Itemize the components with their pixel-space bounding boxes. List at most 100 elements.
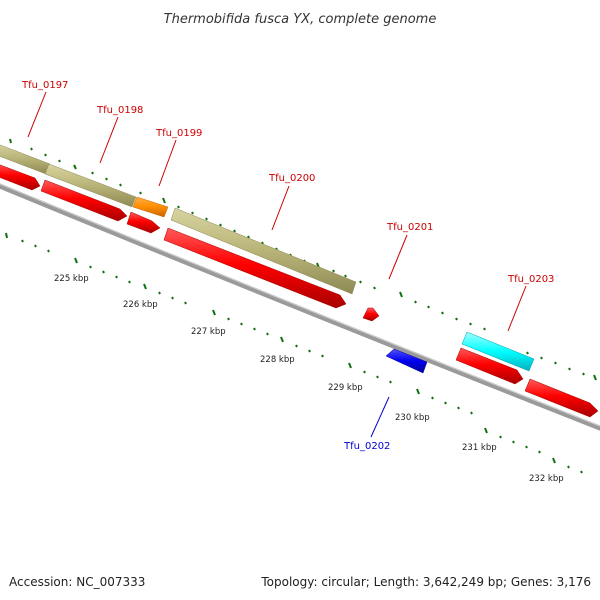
tick	[162, 197, 166, 204]
kbp-label-228: 228 kbp	[260, 355, 295, 365]
tick	[455, 317, 458, 321]
gene-track	[0, 144, 535, 372]
cds-track	[0, 163, 599, 418]
tick	[171, 296, 174, 300]
cds-tfu-0198[interactable]	[40, 179, 128, 222]
cds-tfu-0200[interactable]	[163, 227, 347, 309]
tick	[219, 223, 222, 227]
tick	[373, 286, 376, 290]
kbp-label-226: 226 kbp	[123, 300, 158, 310]
gene-tfu-0200[interactable]	[170, 207, 357, 295]
tick	[321, 354, 324, 358]
tick	[552, 457, 556, 464]
tick	[205, 217, 208, 221]
tick	[128, 280, 131, 284]
tick	[580, 470, 583, 474]
tick	[399, 291, 403, 298]
tick	[416, 388, 420, 395]
gene-label-tfu-0202[interactable]: Tfu_0202	[343, 441, 390, 452]
map-title: Thermobifida fusca YX, complete genome	[164, 12, 437, 27]
tick	[227, 317, 230, 321]
tick	[484, 427, 488, 434]
kbp-label-230: 230 kbp	[395, 413, 430, 423]
cds-tfu-0203[interactable]	[455, 347, 524, 385]
tick	[102, 270, 105, 274]
tick	[376, 375, 379, 379]
kbp-label-231: 231 kbp	[462, 443, 497, 453]
tick	[308, 349, 311, 353]
tick	[240, 322, 243, 326]
tick	[158, 291, 161, 295]
tick	[389, 380, 392, 384]
gene-labels: Tfu_0197 Tfu_0198 Tfu_0199 Tfu_0200 Tfu_…	[21, 80, 554, 452]
leader-line-tfu-0201	[388, 234, 408, 280]
tick	[266, 332, 269, 336]
gene-label-tfu-0200[interactable]: Tfu_0200	[268, 173, 315, 184]
tick	[414, 300, 417, 304]
cds-tfu-0197[interactable]	[0, 163, 41, 191]
tick	[184, 301, 187, 305]
tick	[568, 367, 571, 371]
gene-label-tfu-0203[interactable]: Tfu_0203	[507, 274, 554, 285]
tick	[91, 171, 94, 175]
tick	[233, 229, 236, 233]
tick	[74, 257, 78, 264]
tick	[457, 406, 460, 410]
kbp-label-232: 232 kbp	[529, 474, 564, 484]
cds-tfu-0199[interactable]	[126, 211, 161, 234]
tick	[44, 153, 47, 157]
cds-tfu-0201[interactable]	[362, 307, 380, 322]
kbp-label-225: 225 kbp	[54, 274, 89, 284]
genome-backbone-highlight	[0, 183, 600, 427]
tick	[483, 327, 486, 331]
gene-tfu-0199[interactable]	[132, 196, 169, 218]
gene-label-tfu-0197[interactable]: Tfu_0197	[21, 80, 68, 91]
tick	[540, 356, 543, 360]
kbp-label-229: 229 kbp	[328, 383, 363, 393]
leader-line-tfu-0197	[27, 91, 47, 138]
tick	[363, 370, 366, 374]
tick	[499, 435, 502, 439]
tick	[567, 465, 570, 469]
tick	[9, 138, 12, 144]
leader-line-tfu-0199	[158, 139, 177, 187]
tick	[512, 440, 515, 444]
gene-label-tfu-0198[interactable]: Tfu_0198	[96, 105, 143, 116]
tick	[177, 205, 180, 209]
accession-text: Accession: NC_007333	[9, 575, 145, 589]
tick	[30, 147, 33, 151]
gene-tfu-0198[interactable]	[44, 163, 137, 208]
tick	[525, 445, 528, 449]
kbp-label-227: 227 kbp	[191, 327, 226, 337]
gene-label-tfu-0199[interactable]: Tfu_0199	[155, 128, 202, 139]
tick	[115, 275, 118, 279]
tick	[191, 211, 194, 215]
tick	[526, 351, 529, 355]
cds-next[interactable]	[524, 378, 599, 418]
tick	[332, 269, 335, 273]
gene-tfu-0202[interactable]	[385, 348, 428, 374]
tick	[105, 177, 108, 181]
leader-line-tfu-0203	[507, 285, 527, 332]
tick	[593, 374, 597, 381]
tick	[359, 280, 362, 284]
tick	[444, 401, 447, 405]
tick	[470, 411, 473, 415]
tick	[427, 305, 430, 309]
tick	[34, 244, 37, 248]
tick	[47, 249, 50, 253]
leader-line-tfu-0202	[370, 396, 390, 438]
tick	[280, 336, 284, 343]
gene-tfu-0203[interactable]	[461, 331, 535, 372]
tick	[21, 239, 24, 243]
tick	[348, 362, 352, 369]
inner-tick-ring	[5, 232, 583, 474]
genome-summary-text: Topology: circular; Length: 3,642,249 bp…	[260, 575, 591, 589]
tick	[295, 344, 298, 348]
tick	[253, 327, 256, 331]
tick	[582, 372, 585, 376]
tick	[344, 274, 347, 278]
leader-line-tfu-0200	[271, 185, 290, 231]
gene-label-tfu-0201[interactable]: Tfu_0201	[386, 222, 433, 233]
